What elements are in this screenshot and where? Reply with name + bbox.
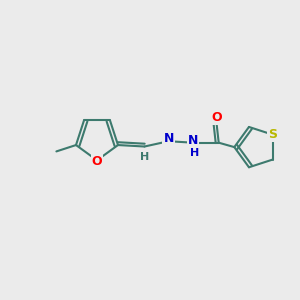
Text: O: O <box>211 112 222 124</box>
Text: O: O <box>92 155 102 168</box>
Text: H: H <box>190 148 199 158</box>
Text: N: N <box>164 132 174 146</box>
Text: S: S <box>268 128 277 141</box>
Text: H: H <box>140 152 149 162</box>
Text: N: N <box>188 134 198 147</box>
